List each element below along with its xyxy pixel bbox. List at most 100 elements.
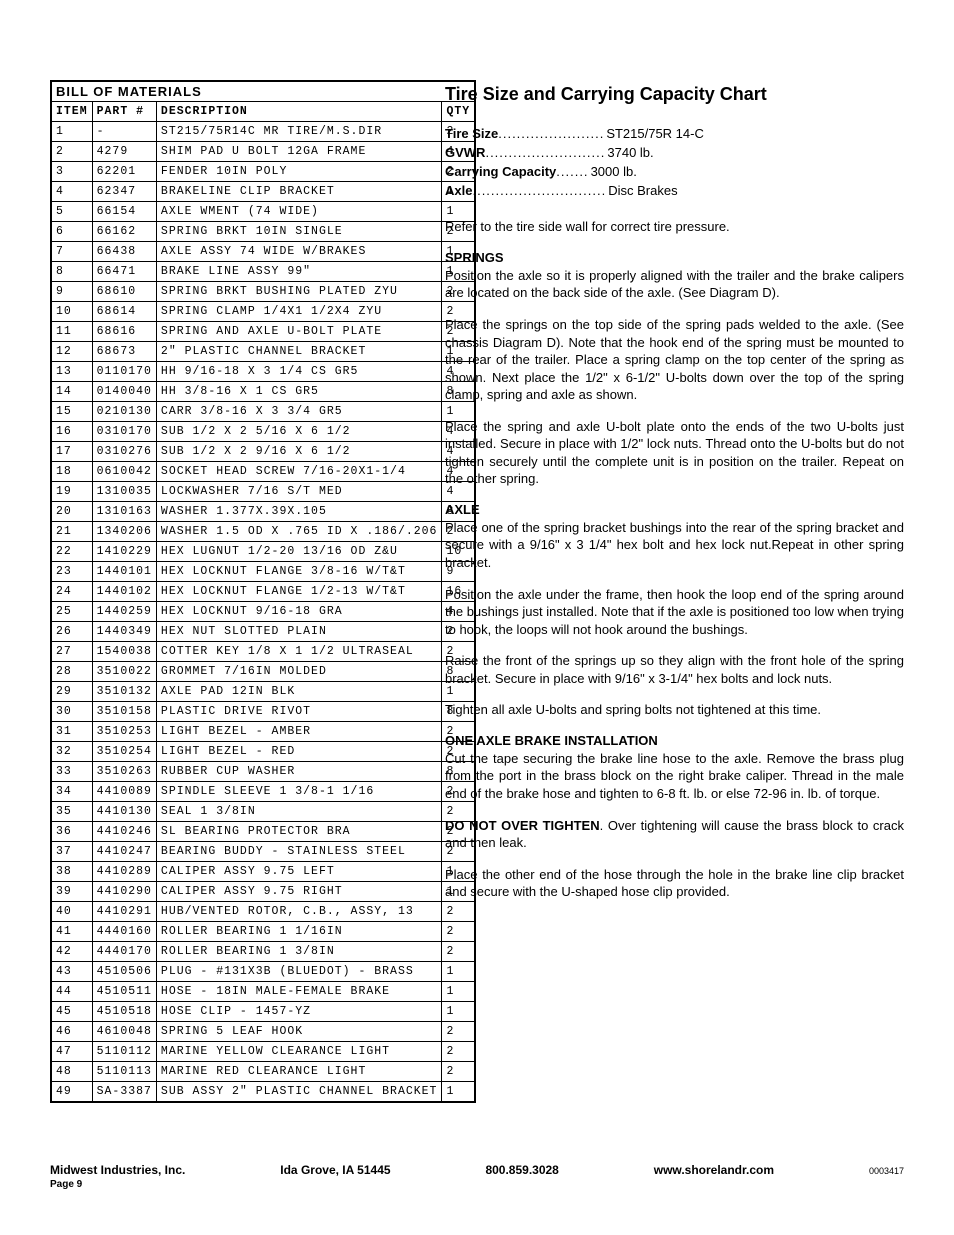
table-cell: 25 — [51, 602, 92, 622]
spec-value: ST215/75R 14-C — [604, 125, 704, 144]
table-cell: 1440349 — [92, 622, 156, 642]
spec-label: GVWR — [445, 144, 485, 163]
table-cell: 4410089 — [92, 782, 156, 802]
table-cell: 5110113 — [92, 1062, 156, 1082]
table-cell: AXLE WMENT (74 WIDE) — [156, 202, 442, 222]
table-row: 464610048SPRING 5 LEAF HOOK2 — [51, 1022, 475, 1042]
table-row: 462347BRAKELINE CLIP BRACKET1 — [51, 182, 475, 202]
spec-label: Axle — [445, 182, 472, 201]
table-cell: 3510253 — [92, 722, 156, 742]
table-row: 485110113MARINE RED CLEARANCE LIGHT2 — [51, 1062, 475, 1082]
table-cell: 12 — [51, 342, 92, 362]
table-cell: 1340206 — [92, 522, 156, 542]
table-row: 444510511HOSE - 18IN MALE-FEMALE BRAKE1 — [51, 982, 475, 1002]
table-cell: HOSE - 18IN MALE-FEMALE BRAKE — [156, 982, 442, 1002]
spec-dots: .......................... — [485, 144, 605, 163]
table-cell: 0110170 — [92, 362, 156, 382]
table-cell: SPRING CLAMP 1/4X1 1/2X4 ZYU — [156, 302, 442, 322]
table-cell: SPRING AND AXLE U-BOLT PLATE — [156, 322, 442, 342]
table-row: 221410229HEX LUGNUT 1/2-20 13/16 OD Z&U1… — [51, 542, 475, 562]
table-cell: PLUG - #131X3B (BLUEDOT) - BRASS — [156, 962, 442, 982]
table-cell: 3510254 — [92, 742, 156, 762]
table-cell: 33 — [51, 762, 92, 782]
table-cell: 24 — [51, 582, 92, 602]
footer-docnum: 0003417 — [869, 1166, 904, 1176]
table-cell: 39 — [51, 882, 92, 902]
table-cell: 32 — [51, 742, 92, 762]
table-row: 1068614SPRING CLAMP 1/4X1 1/2X4 ZYU2 — [51, 302, 475, 322]
table-row: 24279SHIM PAD U BOLT 12GA FRAME4 — [51, 142, 475, 162]
table-cell: HEX NUT SLOTTED PLAIN — [156, 622, 442, 642]
table-row: 201310163WASHER 1.377X.39X.1058 — [51, 502, 475, 522]
table-row: 271540038COTTER KEY 1/8 X 1 1/2 ULTRASEA… — [51, 642, 475, 662]
brake-para-1: Cut the tape securing the brake line hos… — [445, 750, 904, 803]
table-row: 454510518HOSE CLIP - 1457-YZ1 — [51, 1002, 475, 1022]
table-cell: LOCKWASHER 7/16 S/T MED — [156, 482, 442, 502]
table-cell: 68610 — [92, 282, 156, 302]
table-cell: 0610042 — [92, 462, 156, 482]
table-cell: 45 — [51, 1002, 92, 1022]
table-cell: 10 — [51, 302, 92, 322]
table-cell: 1310035 — [92, 482, 156, 502]
table-cell: 18 — [51, 462, 92, 482]
table-cell: 0310276 — [92, 442, 156, 462]
table-cell: 44 — [51, 982, 92, 1002]
table-row: 364410246SL BEARING PROTECTOR BRA2 — [51, 822, 475, 842]
chart-title: Tire Size and Carrying Capacity Chart — [445, 84, 904, 105]
table-cell: 68616 — [92, 322, 156, 342]
table-cell: 2" PLASTIC CHANNEL BRACKET — [156, 342, 442, 362]
table-cell: 4440160 — [92, 922, 156, 942]
table-cell: 1 — [51, 122, 92, 142]
spec-block: Tire Size....................... ST215/7… — [445, 125, 904, 200]
table-cell: SEAL 1 3/8IN — [156, 802, 442, 822]
table-cell: 62201 — [92, 162, 156, 182]
table-cell: GROMMET 7/16IN MOLDED — [156, 662, 442, 682]
table-cell: HH 3/8-16 X 1 CS GR5 — [156, 382, 442, 402]
table-row: 566154AXLE WMENT (74 WIDE)1 — [51, 202, 475, 222]
table-cell: BRAKELINE CLIP BRACKET — [156, 182, 442, 202]
table-row: 866471BRAKE LINE ASSY 99"1 — [51, 262, 475, 282]
table-cell: SA-3387 — [92, 1082, 156, 1102]
table-cell: 34 — [51, 782, 92, 802]
axle-para-2: Position the axle under the frame, then … — [445, 586, 904, 639]
table-cell: ST215/75R14C MR TIRE/M.S.DIR — [156, 122, 442, 142]
table-row: 414440160ROLLER BEARING 1 1/16IN2 — [51, 922, 475, 942]
page-number: Page 9 — [50, 1179, 904, 1190]
table-cell: CALIPER ASSY 9.75 RIGHT — [156, 882, 442, 902]
table-cell: 4410247 — [92, 842, 156, 862]
table-cell: SPRING BRKT 10IN SINGLE — [156, 222, 442, 242]
table-cell: 43 — [51, 962, 92, 982]
table-row: 1168616SPRING AND AXLE U-BOLT PLATE2 — [51, 322, 475, 342]
spec-label: Carrying Capacity — [445, 163, 556, 182]
footer-city: Ida Grove, IA 51445 — [280, 1163, 390, 1177]
table-cell: SL BEARING PROTECTOR BRA — [156, 822, 442, 842]
table-cell: PLASTIC DRIVE RIVOT — [156, 702, 442, 722]
table-cell: 4510506 — [92, 962, 156, 982]
page-footer: Midwest Industries, Inc. Ida Grove, IA 5… — [50, 1163, 904, 1177]
table-cell: 42 — [51, 942, 92, 962]
table-cell: 49 — [51, 1082, 92, 1102]
table-cell: 1540038 — [92, 642, 156, 662]
table-row: 160310170SUB 1/2 X 2 5/16 X 6 1/24 — [51, 422, 475, 442]
table-cell: FENDER 10IN POLY — [156, 162, 442, 182]
table-cell: LIGHT BEZEL - AMBER — [156, 722, 442, 742]
table-cell: 27 — [51, 642, 92, 662]
table-cell: 21 — [51, 522, 92, 542]
table-cell: 4410291 — [92, 902, 156, 922]
table-cell: 4279 — [92, 142, 156, 162]
table-cell: HUB/VENTED ROTOR, C.B., ASSY, 13 — [156, 902, 442, 922]
table-row: 231440101HEX LOCKNUT FLANGE 3/8-16 W/T&T… — [51, 562, 475, 582]
spec-row: Tire Size....................... ST215/7… — [445, 125, 904, 144]
table-cell: HEX LOCKNUT 9/16-18 GRA — [156, 602, 442, 622]
spec-value: 3740 lb. — [605, 144, 653, 163]
spec-row: Carrying Capacity....... 3000 lb. — [445, 163, 904, 182]
table-cell: 23 — [51, 562, 92, 582]
spec-value: Disc Brakes — [606, 182, 677, 201]
table-cell: AXLE ASSY 74 WIDE W/BRAKES — [156, 242, 442, 262]
table-cell: SUB 1/2 X 2 5/16 X 6 1/2 — [156, 422, 442, 442]
table-cell: 9 — [51, 282, 92, 302]
table-cell: 8 — [51, 262, 92, 282]
table-row: 150210130CARR 3/8-16 X 3 3/4 GR51 — [51, 402, 475, 422]
spec-row: GVWR .......................... 3740 lb. — [445, 144, 904, 163]
table-cell: LIGHT BEZEL - RED — [156, 742, 442, 762]
